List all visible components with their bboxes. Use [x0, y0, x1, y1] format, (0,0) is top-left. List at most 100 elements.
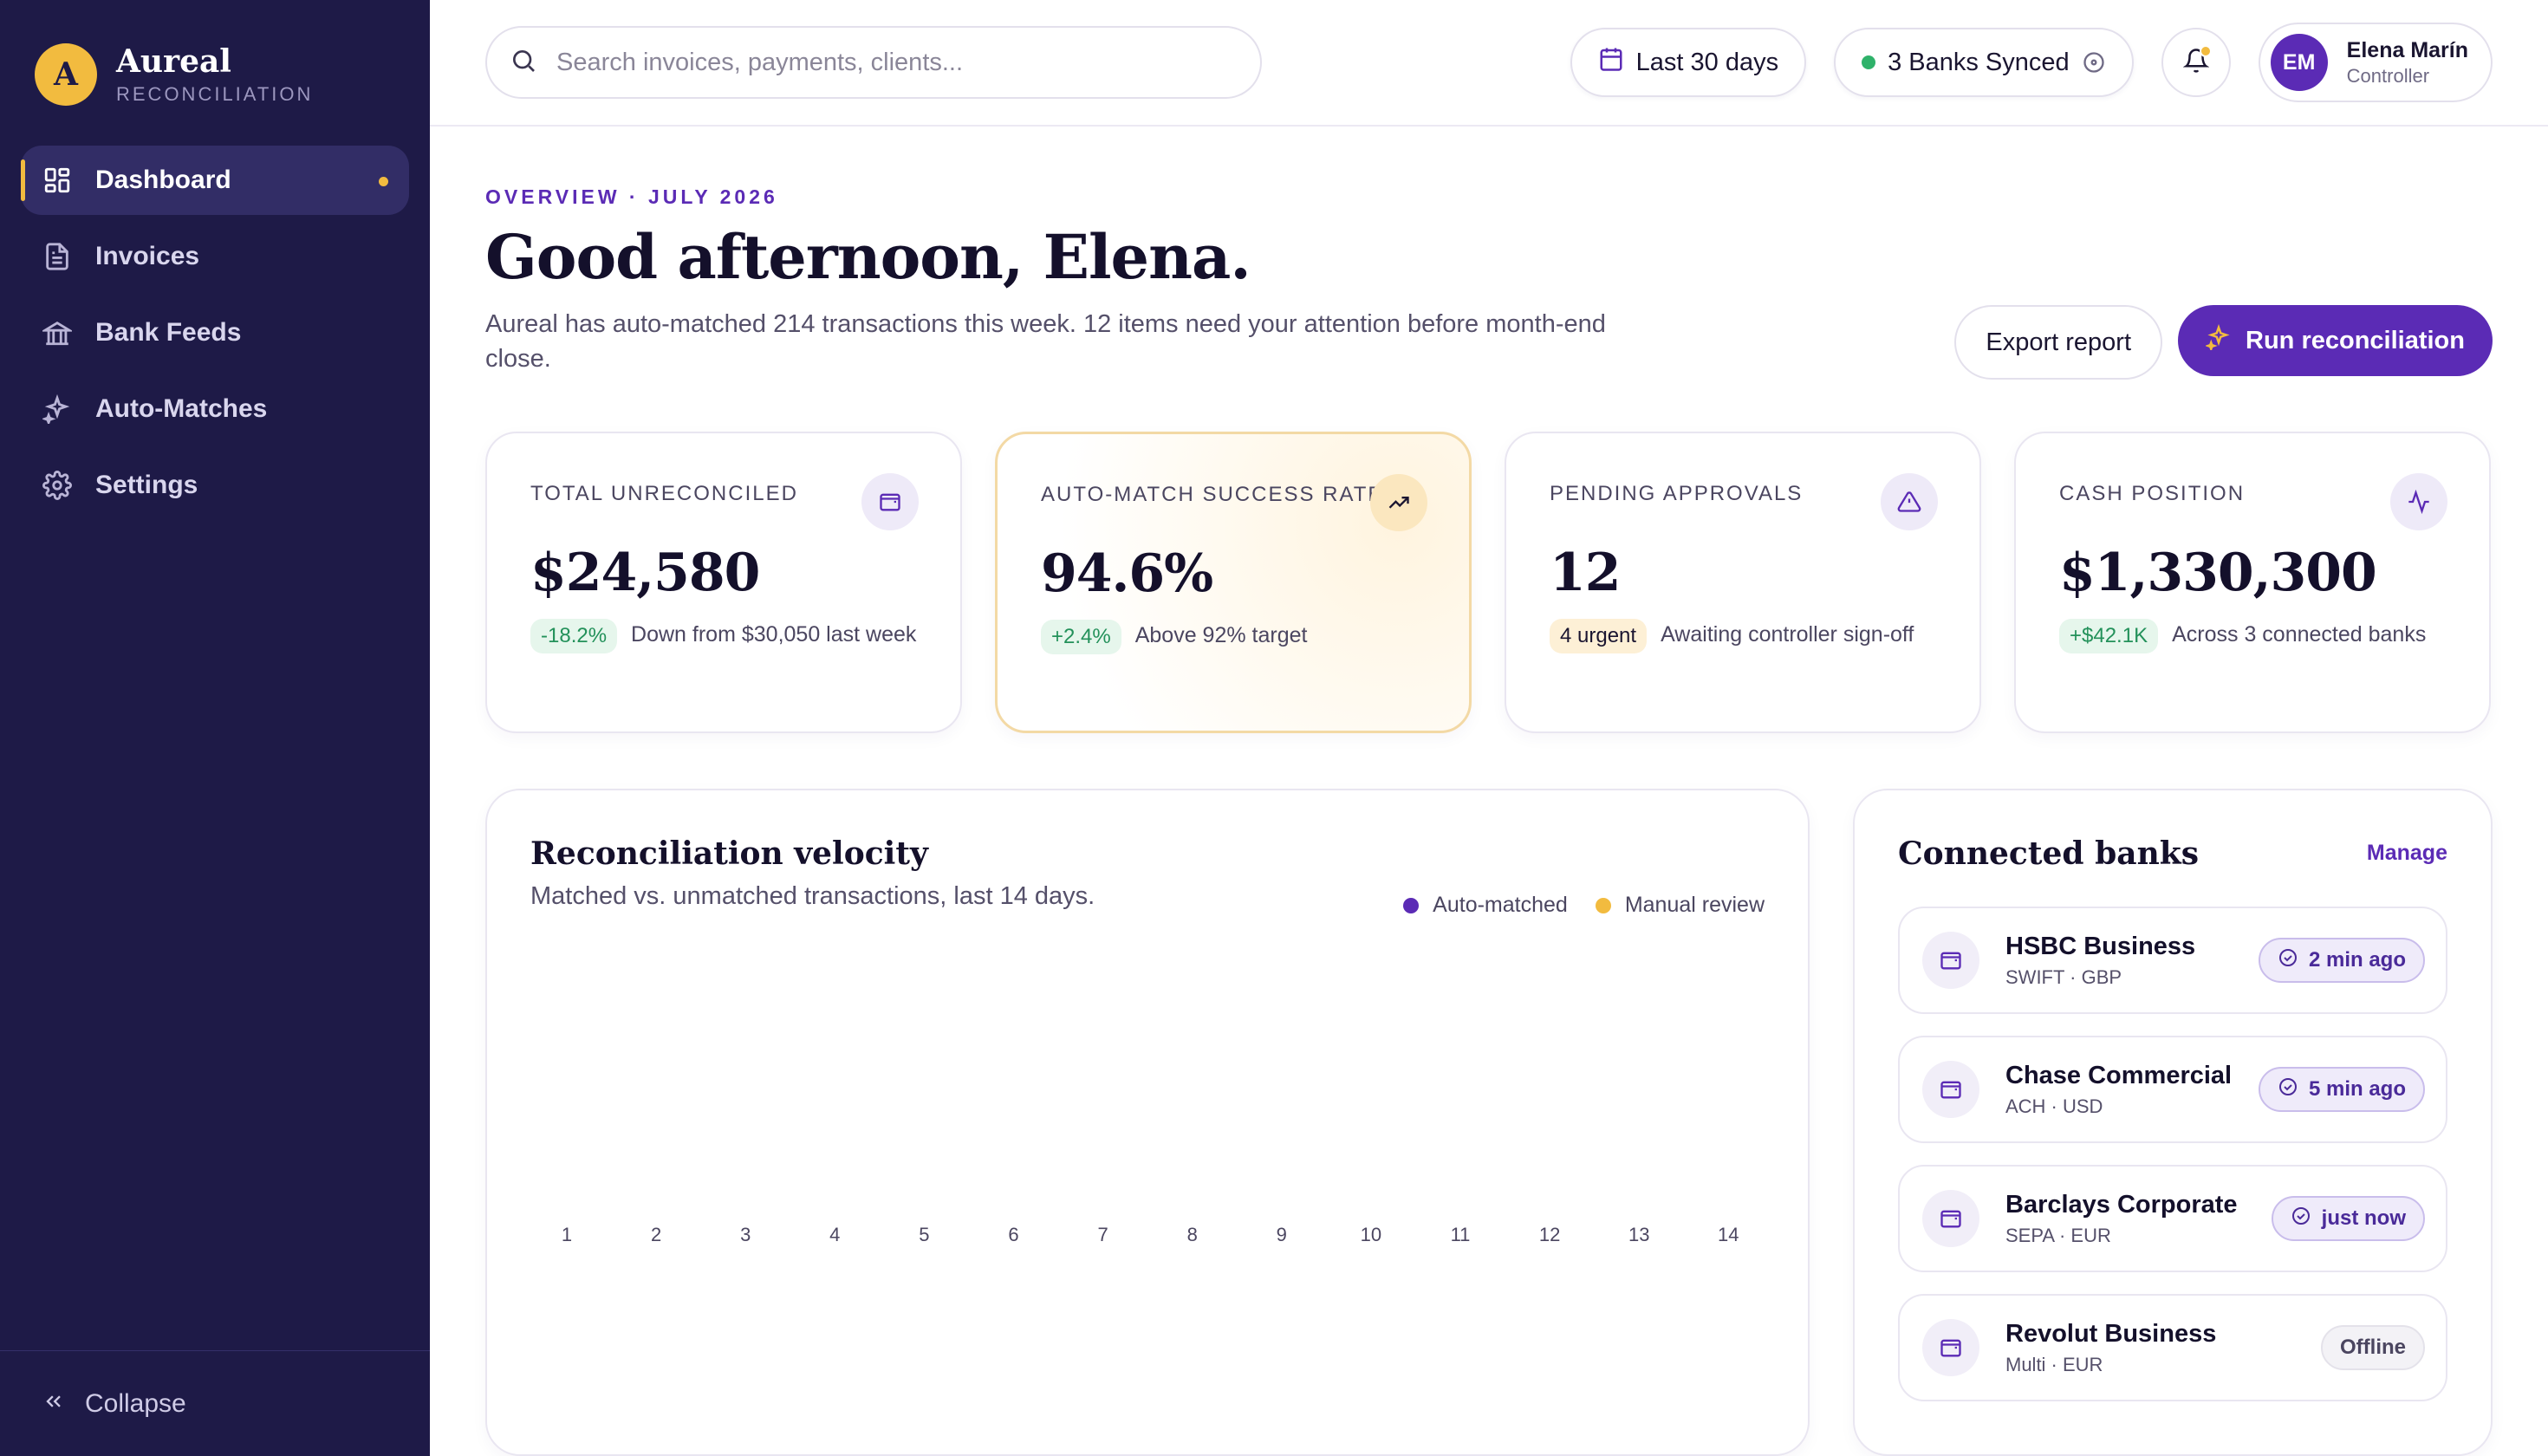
- check-circle-icon: [2278, 947, 2298, 974]
- user-role: Controller: [2346, 64, 2430, 87]
- bank-status-label: 5 min ago: [2308, 1077, 2406, 1101]
- kpi-change-chip: -18.2%: [530, 619, 618, 653]
- kpi-note: Awaiting controller sign-off: [1661, 622, 1914, 647]
- sidebar-item-auto-matches[interactable]: Auto-Matches: [21, 374, 409, 444]
- kpi-change-chip: 4 urgent: [1550, 619, 1648, 653]
- bank-meta: ACH · USD: [2005, 1095, 2103, 1117]
- legend-label: Manual review: [1624, 893, 1765, 917]
- x-tick-label: 4: [829, 1224, 840, 1245]
- manage-banks-link[interactable]: Manage: [2366, 841, 2447, 865]
- page-eyebrow: OVERVIEW · JULY 2026: [485, 185, 778, 208]
- check-circle-icon: [2278, 1076, 2298, 1103]
- sidebar-item-label: Invoices: [95, 242, 200, 270]
- dashboard-content: OVERVIEW · JULY 2026 Good afternoon, Ele…: [430, 127, 2548, 1456]
- search-box[interactable]: [485, 26, 1262, 99]
- wallet-icon: [1922, 1061, 1979, 1118]
- bank-status-badge: just now: [2271, 1196, 2425, 1241]
- x-tick-label: 2: [651, 1224, 661, 1245]
- calendar-icon: [1598, 46, 1624, 79]
- warning-icon: [1881, 473, 1938, 530]
- velocity-chart: 1 2 3 4 5 6 7 8 9 10 11 12 13 14: [562, 1224, 1739, 1245]
- bank-meta: SWIFT · GBP: [2005, 965, 2122, 988]
- user-menu[interactable]: EM Elena Marín Controller: [2258, 23, 2493, 102]
- bank-status-label: 2 min ago: [2308, 948, 2406, 972]
- x-tick-label: 3: [740, 1224, 751, 1245]
- bank-row[interactable]: HSBC Business SWIFT · GBP 2 min ago: [1898, 907, 2447, 1014]
- wallet-icon: [861, 473, 919, 530]
- collapse-button[interactable]: Collapse: [0, 1350, 430, 1456]
- kpi-label: CASH POSITION: [2059, 482, 2246, 505]
- sidebar: A Aureal RECONCILIATION Dashboard Invoic…: [0, 0, 430, 1456]
- bank-meta: SEPA · EUR: [2005, 1224, 2111, 1246]
- page-subtitle: Aureal has auto-matched 214 transactions…: [485, 310, 1606, 373]
- legend-dot-manual: [1595, 897, 1611, 913]
- x-tick-label: 7: [1097, 1224, 1108, 1245]
- kpi-note: Across 3 connected banks: [2172, 622, 2427, 647]
- sync-status-button[interactable]: 3 Banks Synced: [1834, 28, 2134, 97]
- kpi-label: AUTO-MATCH SUCCESS RATE: [1041, 483, 1384, 506]
- wallet-icon: [1922, 1319, 1979, 1376]
- x-tick-label: 6: [1008, 1224, 1018, 1245]
- kpi-note: Above 92% target: [1134, 623, 1308, 647]
- notifications-button[interactable]: [2161, 28, 2231, 97]
- x-tick-label: 13: [1628, 1224, 1649, 1245]
- run-reconciliation-label: Run reconciliation: [2246, 326, 2465, 354]
- dashboard-icon: [42, 165, 73, 196]
- check-circle-icon: [2082, 50, 2106, 75]
- brand-name: Aureal: [116, 43, 231, 80]
- main-area: Last 30 days 3 Banks Synced EM: [430, 0, 2548, 1456]
- sparkles-icon: [2204, 323, 2232, 357]
- kpi-cards: TOTAL UNRECONCILED $24,580 -18.2% Down f…: [485, 432, 2493, 733]
- sparkles-icon: [42, 393, 73, 425]
- kpi-card-auto-match: AUTO-MATCH SUCCESS RATE 94.6% +2.4% Abov…: [995, 432, 1472, 733]
- bank-name: Barclays Corporate: [2005, 1190, 2238, 1219]
- panel-title: Connected banks: [1898, 835, 2199, 872]
- export-report-button[interactable]: Export report: [1954, 305, 2163, 380]
- sidebar-item-dashboard[interactable]: Dashboard: [21, 146, 409, 215]
- bank-status-label: just now: [2321, 1206, 2406, 1230]
- x-tick-label: 10: [1361, 1224, 1381, 1245]
- trend-up-icon: [1370, 474, 1427, 531]
- kpi-card-pending-approvals: PENDING APPROVALS 12 4 urgent Awaiting c…: [1505, 432, 1981, 733]
- search-input[interactable]: [556, 48, 1232, 77]
- date-range-label: Last 30 days: [1635, 48, 1779, 76]
- connected-banks-panel: Connected banks Manage HSBC Business SWI…: [1853, 789, 2493, 1456]
- bank-row[interactable]: Chase Commercial ACH · USD 5 min ago: [1898, 1036, 2447, 1143]
- bank-row[interactable]: Barclays Corporate SEPA · EUR just now: [1898, 1165, 2447, 1272]
- bank-name: Revolut Business: [2005, 1319, 2217, 1348]
- wallet-icon: [1922, 1190, 1979, 1247]
- collapse-label: Collapse: [85, 1388, 186, 1418]
- kpi-change-chip: +2.4%: [1041, 620, 1121, 654]
- kpi-label: PENDING APPROVALS: [1550, 482, 1804, 505]
- kpi-card-cash-position: CASH POSITION $1,330,300 +$42.1K Across …: [2014, 432, 2491, 733]
- bank-status-badge: Offline: [2321, 1325, 2425, 1370]
- sidebar-item-invoices[interactable]: Invoices: [21, 222, 409, 291]
- wallet-icon: [1922, 932, 1979, 989]
- legend-label: Auto-matched: [1433, 893, 1568, 917]
- sidebar-item-bank-feeds[interactable]: Bank Feeds: [21, 298, 409, 367]
- bank-status-label: Offline: [2340, 1336, 2406, 1359]
- kpi-value: 12: [1550, 543, 1622, 603]
- kpi-label: TOTAL UNRECONCILED: [530, 482, 798, 505]
- gear-icon: [42, 470, 73, 501]
- x-tick-label: 12: [1539, 1224, 1560, 1245]
- x-tick-label: 1: [562, 1224, 572, 1245]
- sidebar-item-label: Auto-Matches: [95, 394, 268, 423]
- brand-logo: A: [35, 43, 97, 106]
- legend-item-auto: Auto-matched: [1403, 893, 1568, 918]
- bank-row[interactable]: Revolut Business Multi · EUR Offline: [1898, 1294, 2447, 1401]
- bell-icon: [2182, 48, 2210, 78]
- sidebar-item-settings[interactable]: Settings: [21, 451, 409, 520]
- bank-name: HSBC Business: [2005, 932, 2196, 960]
- notification-badge: [2199, 45, 2212, 57]
- brand: A Aureal RECONCILIATION: [0, 0, 430, 146]
- bank-status-badge: 5 min ago: [2258, 1067, 2425, 1112]
- bank-name: Chase Commercial: [2005, 1061, 2233, 1089]
- avatar: EM: [2270, 34, 2328, 91]
- active-indicator-dot: [379, 177, 388, 186]
- legend-dot-auto: [1403, 897, 1420, 913]
- topbar: Last 30 days 3 Banks Synced EM: [430, 0, 2548, 127]
- date-range-button[interactable]: Last 30 days: [1570, 28, 1807, 97]
- page-title: Good afternoon, Elena.: [485, 221, 1251, 293]
- run-reconciliation-button[interactable]: Run reconciliation: [2178, 305, 2493, 376]
